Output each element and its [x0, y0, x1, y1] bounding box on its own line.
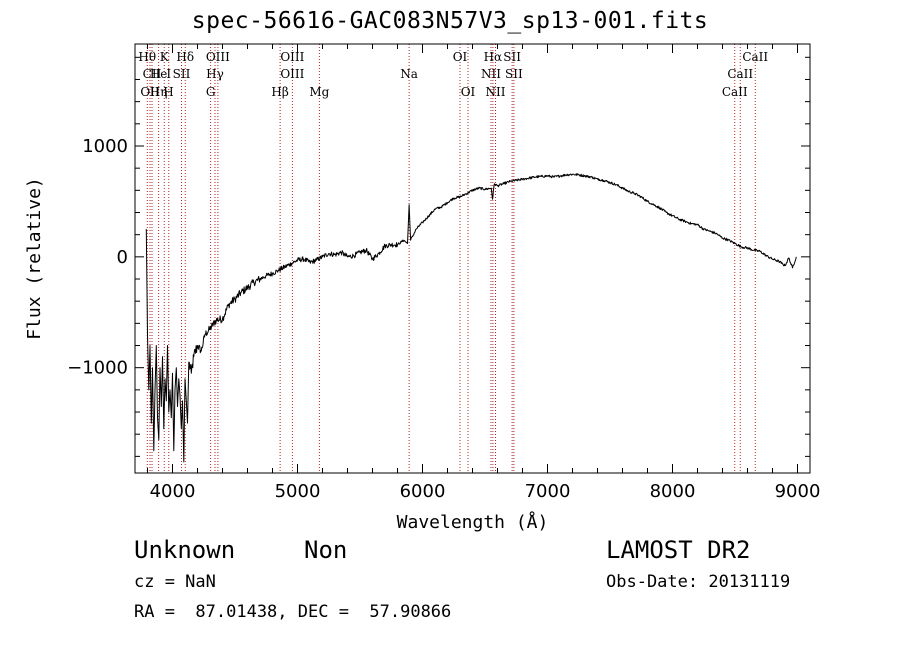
line-marker-label: Hγ — [206, 67, 224, 81]
line-marker-label: Hβ — [271, 85, 288, 99]
survey-name: LAMOST DR2 — [606, 536, 751, 564]
y-axis: −1000 0 1000 — [67, 56, 810, 457]
spectrum-series-line — [145, 173, 797, 463]
line-marker-label: G — [206, 85, 216, 99]
x-tick-label: 9000 — [775, 481, 821, 502]
line-marker-label: CaII — [727, 67, 753, 81]
line-marker-label: Hα — [484, 50, 503, 64]
observation-date: Obs-Date: 20131119 — [606, 572, 791, 592]
line-marker-label: OI — [453, 50, 468, 64]
line-marker-label: OII — [140, 85, 160, 99]
line-marker-label: OIII — [280, 67, 304, 81]
line-marker-label: NII — [486, 85, 506, 99]
redshift-cz: cz = NaN — [134, 572, 216, 592]
line-marker-label: H — [163, 85, 173, 99]
y-axis-title: Flux (relative) — [24, 177, 45, 340]
line-marker-label: Na — [400, 67, 418, 81]
line-marker-label: NII — [481, 67, 501, 81]
chart-title: spec-56616-GAC083N57V3_sp13-001.fits — [191, 8, 709, 34]
line-marker-label: Hδ — [176, 50, 194, 64]
x-axis: 4000 5000 6000 7000 8000 9000 — [147, 44, 821, 502]
y-tick-label: −1000 — [67, 358, 128, 379]
y-tick-label: 0 — [117, 247, 128, 268]
line-marker-label: CaII — [742, 50, 768, 64]
line-marker-label: Hθ — [138, 50, 156, 64]
x-tick-label: 8000 — [650, 481, 696, 502]
line-marker-label: CII — [143, 67, 162, 81]
object-class: Unknown — [134, 536, 236, 564]
line-marker-label: Mg — [309, 85, 329, 99]
line-marker-label: CaII — [722, 85, 748, 99]
line-marker-label: He — [150, 67, 168, 81]
line-marker-label: OIII — [206, 50, 230, 64]
x-tick-label: 5000 — [275, 481, 321, 502]
y-tick-label: 1000 — [82, 136, 128, 157]
line-markers — [146, 44, 756, 473]
line-marker-label: SII — [505, 67, 523, 81]
line-marker-label: OIII — [280, 50, 304, 64]
line-marker-label: SII — [503, 50, 521, 64]
object-subclass: Non — [304, 536, 348, 564]
plot-frame — [134, 43, 811, 474]
line-marker-label: Hη — [150, 85, 168, 99]
line-marker-label: K — [160, 50, 170, 64]
x-tick-label: 4000 — [150, 481, 196, 502]
line-marker-label: OI — [461, 85, 476, 99]
ra-dec-coordinates: RA = 87.01438, DEC = 57.90866 — [134, 602, 452, 622]
line-marker-label: SII — [173, 67, 191, 81]
x-tick-label: 7000 — [525, 481, 571, 502]
x-axis-title: Wavelength (Å) — [397, 511, 549, 533]
line-marker-label: I — [166, 67, 171, 81]
x-tick-label: 6000 — [400, 481, 446, 502]
